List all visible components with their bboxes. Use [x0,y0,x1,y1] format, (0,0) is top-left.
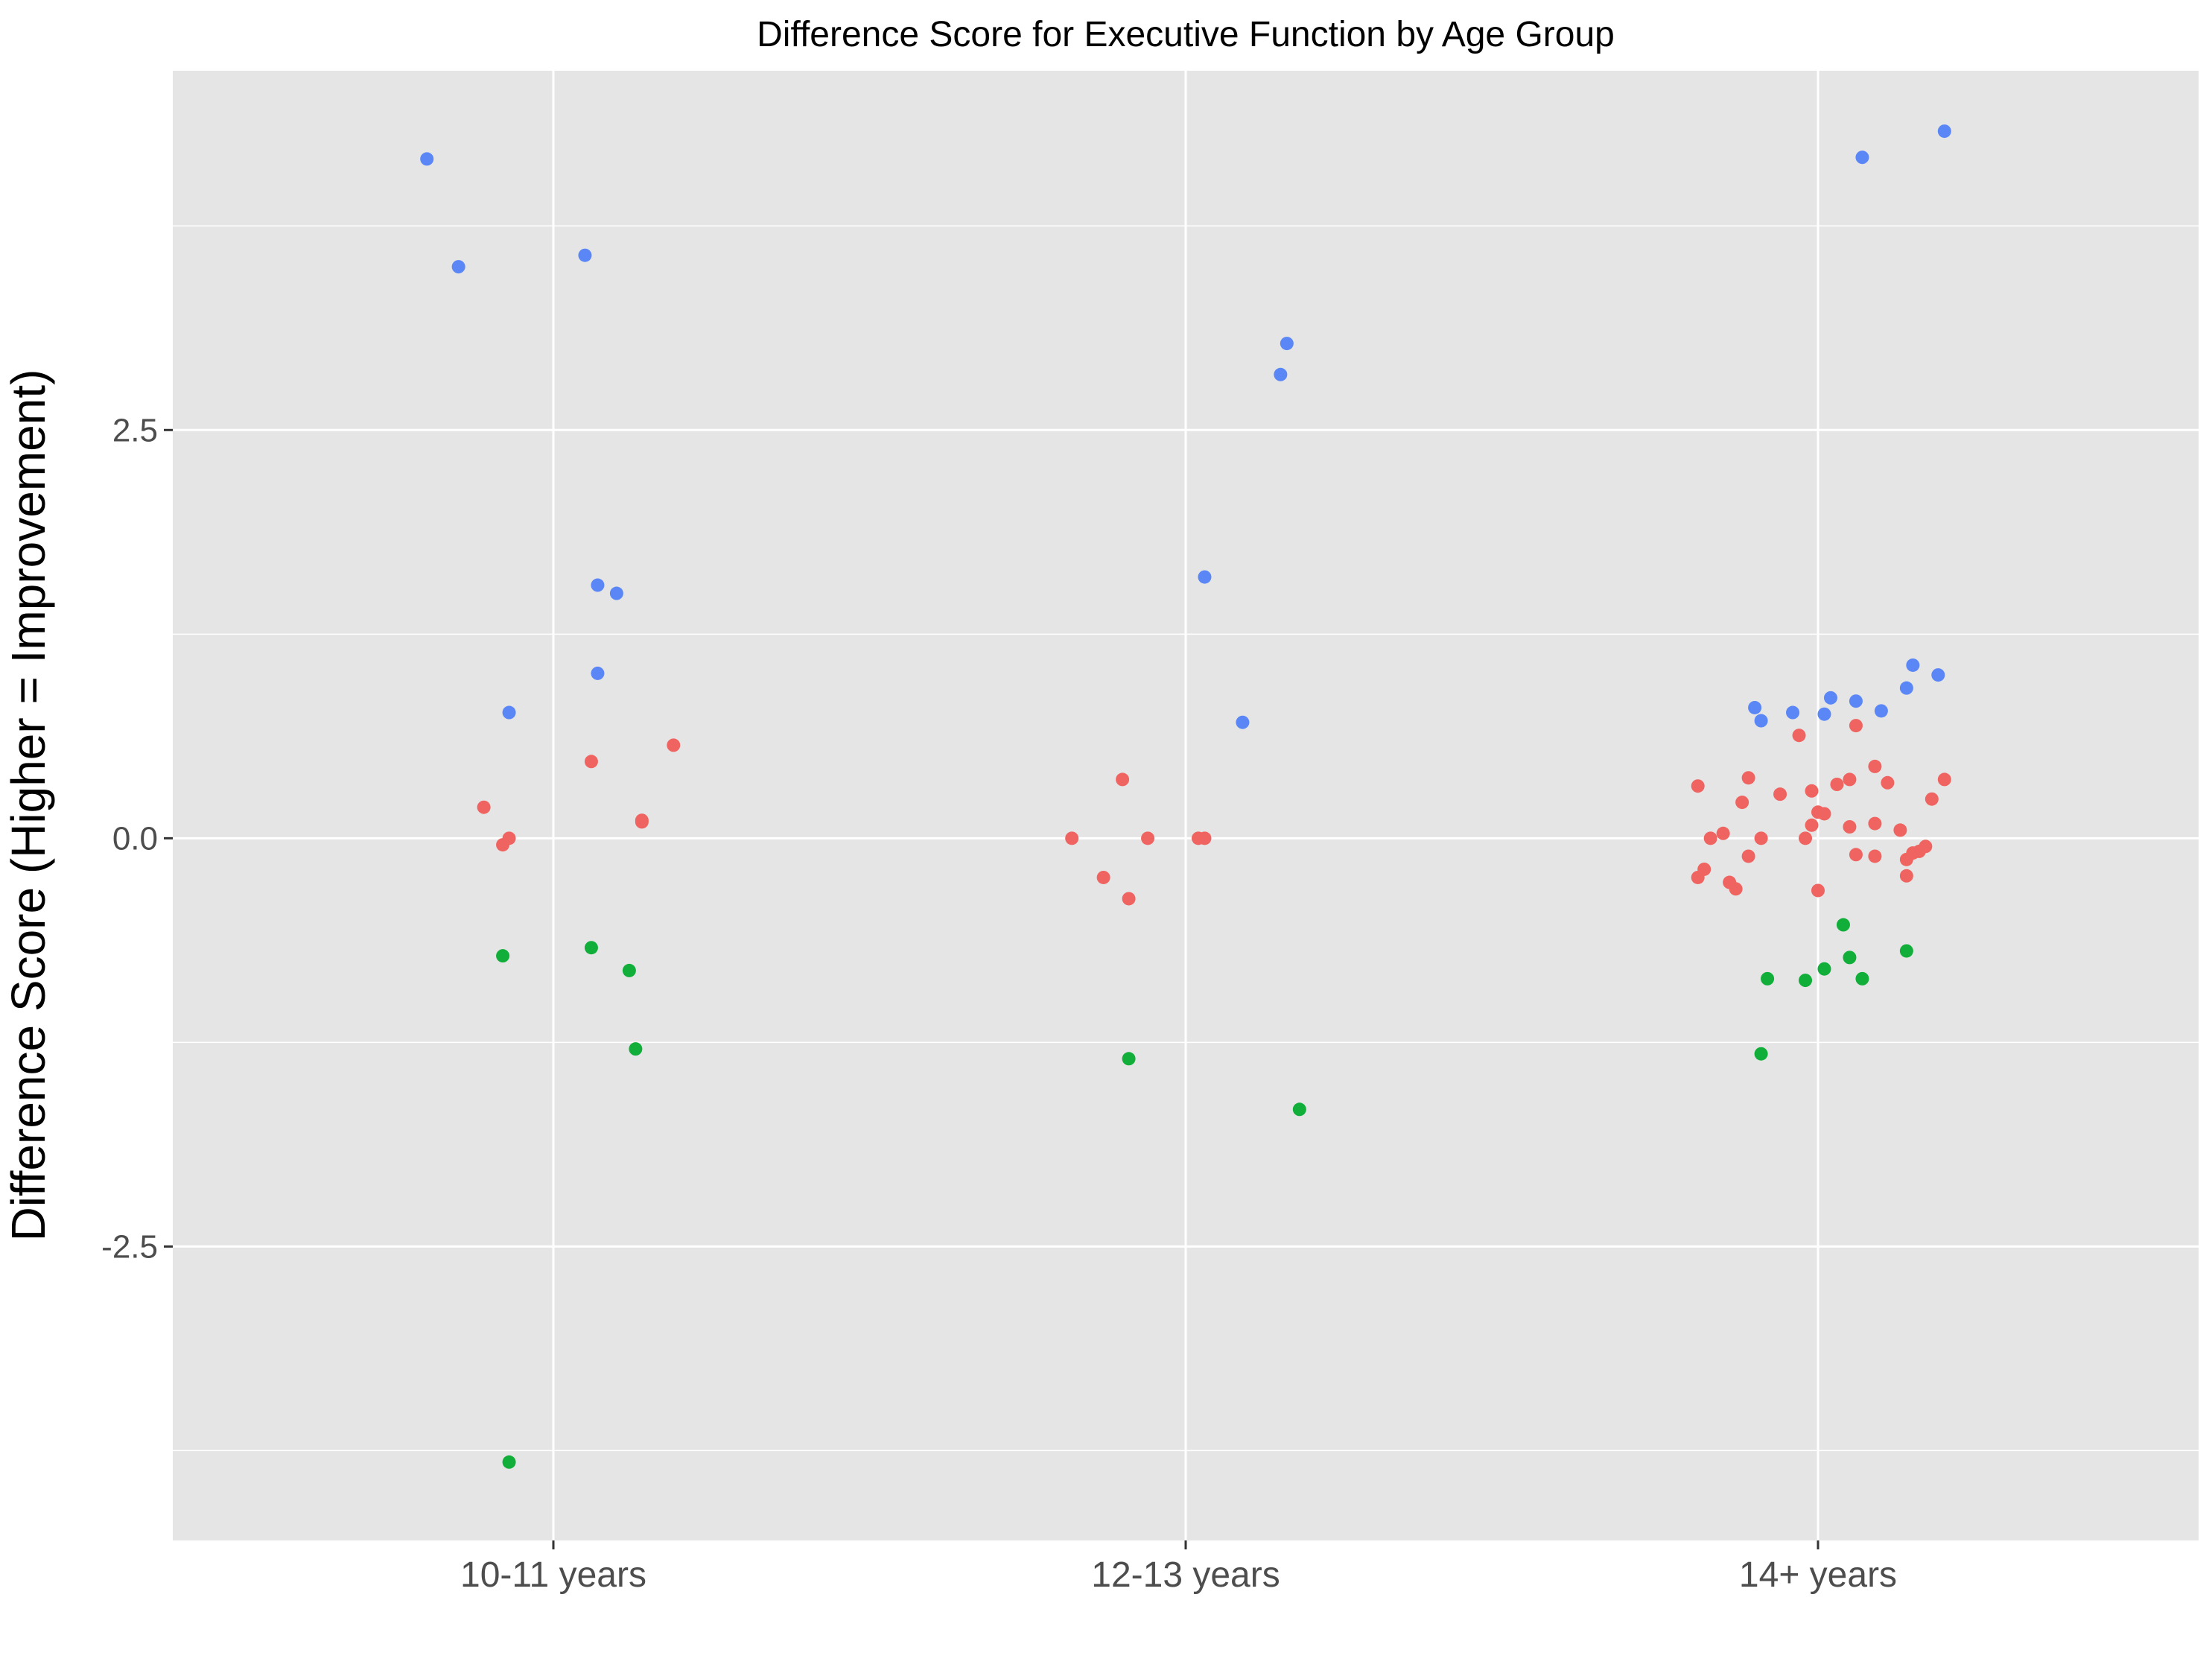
data-point-red [1919,840,1933,854]
data-point-red [1805,818,1819,832]
data-point-green [1836,918,1850,932]
data-point-red [1799,831,1813,845]
data-points [420,124,1951,1469]
data-point-red [1703,831,1717,845]
data-point-blue [1937,124,1951,139]
data-point-blue [1198,570,1212,584]
data-point-red [1141,831,1155,845]
data-point-red [635,813,649,828]
data-point-red [477,800,491,814]
data-point-green [1843,950,1857,965]
y-tick-label: 2.5 [112,412,158,448]
data-point-red [1729,882,1743,896]
y-tick-label: -2.5 [101,1228,158,1265]
data-point-blue [1274,367,1288,381]
data-point-green [1899,944,1913,958]
data-point-blue [1786,705,1800,720]
data-point-red [1849,848,1863,862]
data-point-red [1868,849,1882,863]
chart-title: Difference Score for Executive Function … [757,15,1615,54]
data-point-red [1805,784,1819,798]
y-tick-label: 0.0 [112,820,158,857]
data-point-red [1843,819,1857,834]
data-point-blue [578,248,592,262]
data-point-red [1741,771,1755,785]
data-point-blue [1236,715,1250,729]
data-point-blue [1899,681,1913,695]
data-point-blue [591,578,605,592]
data-point-blue [1849,694,1863,708]
data-point-blue [609,586,623,600]
data-point-red [1843,772,1857,787]
data-point-blue [1280,337,1294,351]
data-point-red [1899,869,1913,883]
data-point-red [1716,826,1730,840]
data-point-green [1292,1102,1306,1117]
data-point-green [1799,974,1813,988]
data-point-green [1817,962,1831,976]
data-point-blue [1855,150,1869,165]
data-point-red [502,831,516,845]
data-point-red [1849,719,1863,733]
data-point-red [1198,831,1212,845]
data-point-green [1122,1052,1136,1066]
data-point-green [1754,1047,1768,1061]
data-point-red [1792,729,1806,743]
data-point-blue [591,666,605,680]
data-point-red [1691,779,1705,793]
data-point-green [629,1042,643,1056]
data-point-blue [1906,658,1920,672]
data-point-blue [1874,704,1888,718]
data-point-blue [1931,668,1945,682]
data-point-red [1830,778,1844,792]
data-point-red [1925,792,1939,806]
data-point-blue [451,260,465,274]
data-point-red [1811,883,1825,898]
data-point-red [1937,772,1951,787]
data-point-green [1855,971,1869,986]
data-point-red [1773,787,1787,802]
x-tick-label: 10-11 years [460,1555,646,1595]
data-point-red [1741,849,1755,863]
data-point-blue [1748,700,1762,714]
data-point-red [667,738,681,752]
data-point-green [502,1455,516,1469]
data-point-green [584,941,598,955]
y-axis-label: Difference Score (Higher = Improvement) [1,369,55,1242]
data-point-red [1754,831,1768,845]
data-point-red [1122,892,1136,906]
data-point-red [1065,831,1079,845]
data-point-red [1096,870,1110,884]
data-point-red [1881,775,1895,790]
data-point-red [1697,862,1712,876]
x-tick-label: 14+ years [1739,1555,1897,1595]
data-point-red [1868,816,1882,831]
data-point-red [584,755,598,769]
data-point-blue [1817,707,1831,721]
data-point-blue [1823,691,1837,705]
data-point-red [1116,772,1130,787]
data-point-red [1735,796,1749,810]
data-point-green [1761,971,1775,986]
axes: -2.5 0.0 2.5 10-11 years 12-13 years 14+ year… [101,412,1897,1595]
data-point-red [1868,759,1882,773]
data-point-blue [1754,714,1768,728]
data-point-green [496,949,510,963]
data-point-red [1817,807,1831,821]
data-point-red [1893,823,1907,837]
x-tick-label: 12-13 years [1091,1555,1280,1595]
data-point-blue [420,152,434,166]
data-point-green [622,963,636,977]
data-point-blue [502,705,516,720]
